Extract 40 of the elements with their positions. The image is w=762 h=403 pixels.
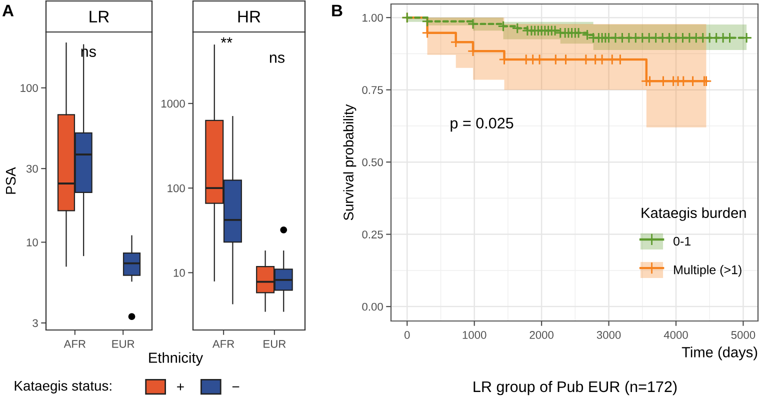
y-tick-label: 0.25 <box>362 230 383 238</box>
y-tick-label: 100 <box>20 84 38 92</box>
x-tick-label: 0 <box>404 331 410 339</box>
legend-label: Multiple (>1) <box>674 265 742 277</box>
annotation: ** <box>220 37 232 43</box>
y-tick-label: 1000 <box>161 100 185 108</box>
y-tick-label: 0.50 <box>362 158 383 166</box>
x-tick-label: EUR <box>112 340 134 348</box>
y-tick-label: 30 <box>26 164 38 173</box>
chart-title: HR <box>238 10 260 22</box>
legend-label: − <box>232 386 240 388</box>
text: A <box>2 4 14 16</box>
y-tick-label: 100 <box>168 184 185 192</box>
legend-label: 0-1 <box>674 236 690 246</box>
x-tick-label: 1000 <box>462 331 486 339</box>
x-tick-label: 2000 <box>530 331 554 339</box>
y-axis-title: PSA <box>6 167 16 194</box>
annotation: p = 0.025 <box>450 118 514 132</box>
annotation: ns <box>270 54 285 63</box>
y-tick-label: 0.75 <box>362 86 383 94</box>
legend-title: Kataegis status: <box>14 380 112 394</box>
legend-title: Kataegis burden <box>642 207 746 221</box>
chart-title: LR <box>90 10 109 22</box>
x-tick-label: AFR <box>212 340 234 348</box>
x-axis-title: Ethnicity <box>149 352 204 366</box>
x-axis-title: Time (days) <box>682 346 758 360</box>
y-tick-label: 0.00 <box>362 302 383 311</box>
y-tick-label: 10 <box>26 238 38 246</box>
y-tick-label: 3 <box>32 319 38 328</box>
text: B <box>332 4 342 16</box>
text: LR group of Pub EUR (n=172) <box>474 380 677 396</box>
x-tick-label: 4000 <box>664 331 688 339</box>
x-tick-label: 3000 <box>596 331 621 339</box>
legend-label: + <box>177 383 184 390</box>
y-tick-label: 1.00 <box>362 14 383 22</box>
x-tick-label: EUR <box>264 340 286 348</box>
x-tick-label: 5000 <box>731 331 756 339</box>
y-axis-title: Survival probability <box>343 104 356 220</box>
x-tick-label: AFR <box>64 340 86 348</box>
y-tick-label: 10 <box>174 268 185 277</box>
